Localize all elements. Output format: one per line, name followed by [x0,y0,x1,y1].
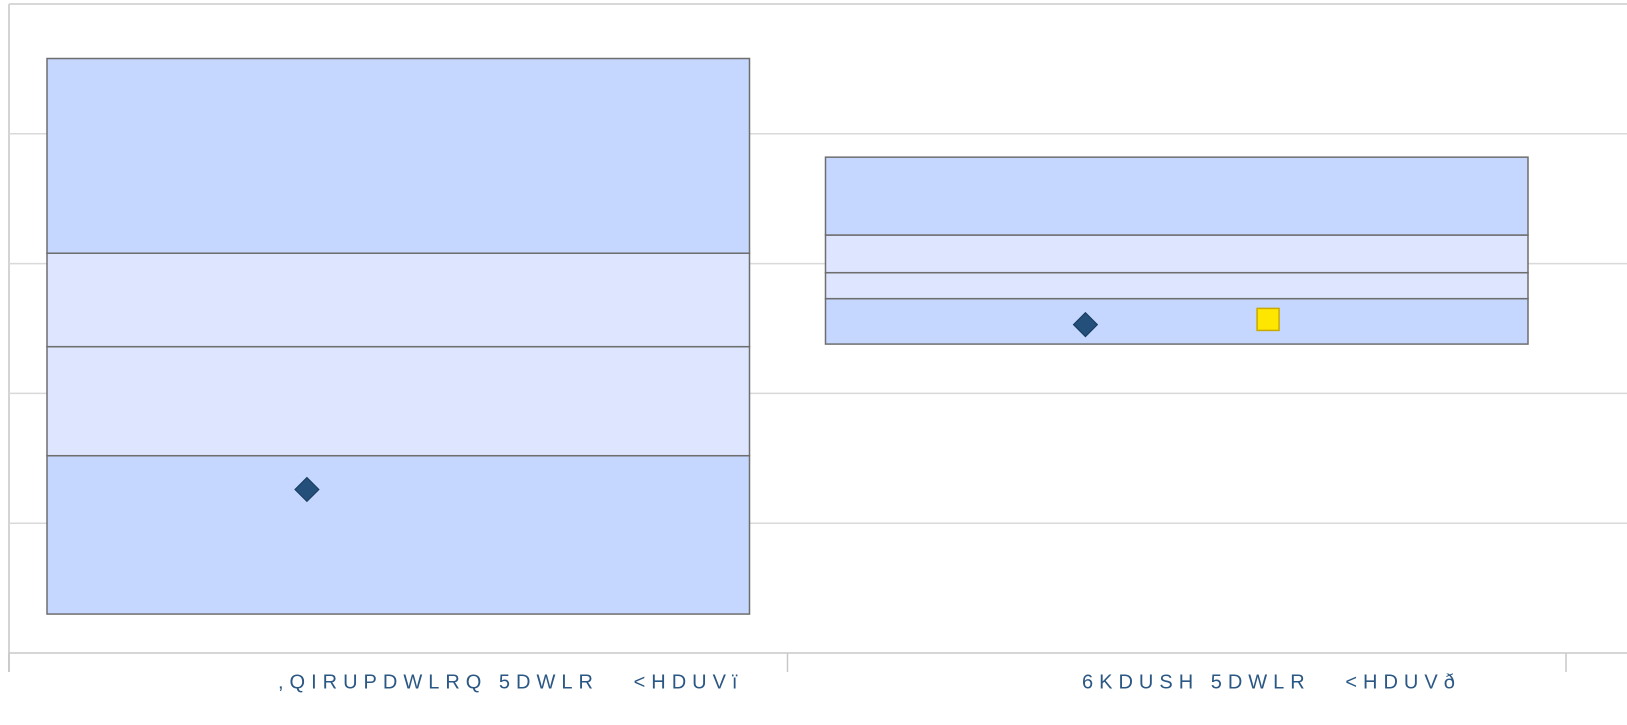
box-segment [46,454,751,615]
x-tick-label: 6KDUSH 5DWLR <HDUVð [1082,671,1461,693]
box-segment [824,297,1529,345]
box-segment [46,345,751,457]
square-marker [1256,307,1280,332]
diamond-marker [294,476,320,503]
box-segment [824,156,1529,236]
box-segment [46,252,751,348]
box-segment [824,271,1529,300]
x-tick-label: ,QIRUPDWLRQ 5DWLR <HDUVï [278,671,743,693]
box-segment [824,234,1529,274]
diamond-marker [1072,311,1099,338]
box-segment [46,57,751,254]
